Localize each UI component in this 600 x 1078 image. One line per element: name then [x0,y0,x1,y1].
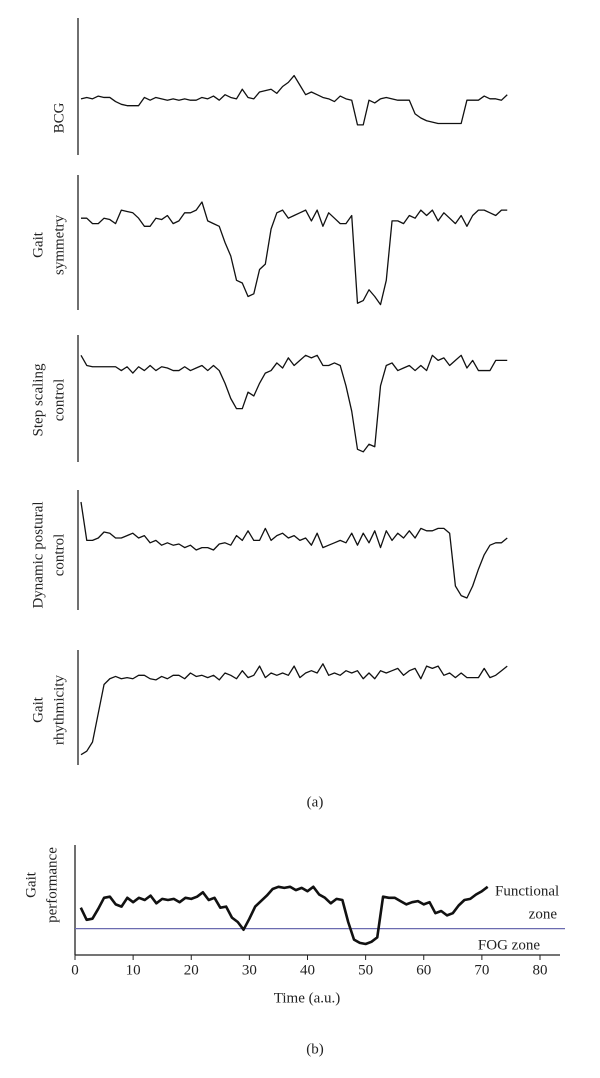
y-axis-label: performance [44,847,60,923]
x-tick-label: 0 [71,962,79,978]
x-tick-label: 20 [184,962,199,978]
annotation: zone [529,906,558,922]
x-tick-label: 10 [126,962,141,978]
x-tick-label: 30 [242,962,257,978]
data-line [80,501,508,599]
y-axis-label: Gait [30,231,46,258]
y-axis-label: Dynamic postural [30,501,46,608]
annotation: FOG zone [478,937,540,953]
y-axis-label: BCG [51,102,67,133]
y-axis-label: control [51,534,67,577]
x-tick-label: 70 [474,962,489,978]
data-line [80,74,508,126]
data-line [80,663,508,756]
caption: (b) [306,1041,324,1057]
data-line [79,885,489,946]
y-axis-label: Step scaling [30,363,46,436]
data-line [80,354,508,453]
x-tick-label: 80 [533,962,548,978]
x-tick-label: 50 [358,962,373,978]
caption: (a) [307,794,324,810]
annotation: Functional [495,883,559,899]
x-tick-label: 60 [416,962,431,978]
x-axis-label: Time (a.u.) [274,990,341,1006]
y-axis-label: rhythmicity [51,675,67,745]
data-line [81,201,508,306]
y-axis-label: Gait [30,696,46,723]
y-axis-label: control [51,379,67,422]
x-tick-label: 40 [300,962,315,978]
y-axis-label: symmetry [51,215,67,275]
y-axis-label: Gait [23,871,39,898]
